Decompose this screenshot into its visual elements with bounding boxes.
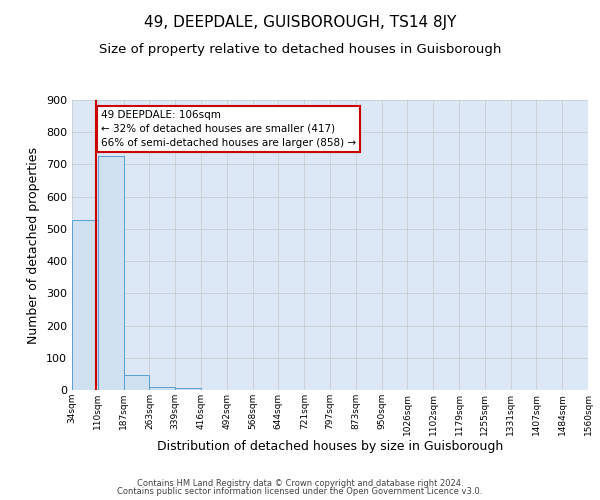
Text: 49, DEEPDALE, GUISBOROUGH, TS14 8JY: 49, DEEPDALE, GUISBOROUGH, TS14 8JY: [144, 15, 456, 30]
X-axis label: Distribution of detached houses by size in Guisborough: Distribution of detached houses by size …: [157, 440, 503, 454]
Text: Contains public sector information licensed under the Open Government Licence v3: Contains public sector information licen…: [118, 487, 482, 496]
Bar: [124, 374, 149, 390]
Bar: [98, 156, 124, 390]
Text: Contains HM Land Registry data © Crown copyright and database right 2024.: Contains HM Land Registry data © Crown c…: [137, 478, 463, 488]
Y-axis label: Number of detached properties: Number of detached properties: [28, 146, 40, 344]
Bar: [72, 220, 98, 390]
Text: 49 DEEPDALE: 106sqm
← 32% of detached houses are smaller (417)
66% of semi-detac: 49 DEEPDALE: 106sqm ← 32% of detached ho…: [101, 110, 356, 148]
Bar: [175, 388, 201, 390]
Text: Size of property relative to detached houses in Guisborough: Size of property relative to detached ho…: [99, 42, 501, 56]
Bar: [149, 387, 175, 390]
